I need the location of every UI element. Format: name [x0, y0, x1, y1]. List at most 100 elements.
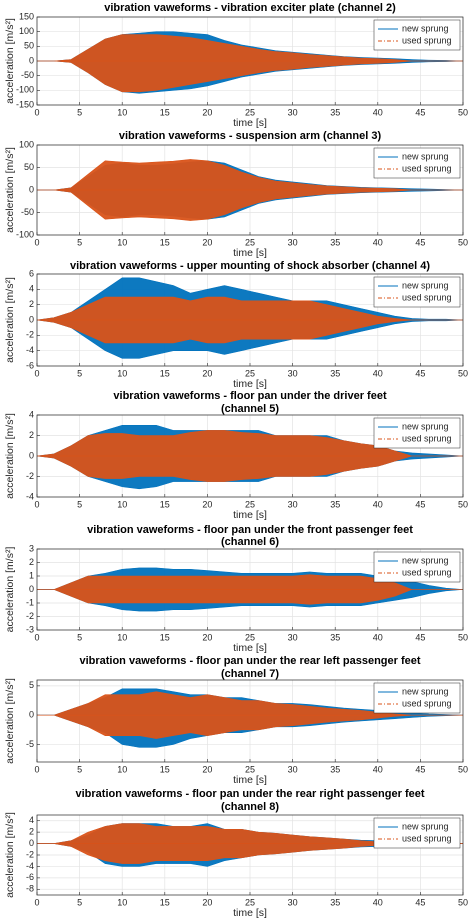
axes-box [36, 679, 464, 763]
y-tick-label: 4 [29, 284, 34, 294]
x-tick-label: 45 [415, 499, 425, 509]
y-tick-label: -4 [26, 345, 34, 355]
legend-box [373, 551, 461, 583]
x-tick-label: 30 [288, 897, 298, 907]
axes-box [36, 144, 464, 236]
y-tick-label: -8 [26, 884, 34, 894]
y-tick-label: 50 [24, 162, 34, 172]
x-tick-label: 0 [34, 107, 39, 117]
y-tick-label: 5 [29, 680, 34, 690]
x-axis-label: time [s] [233, 907, 267, 918]
x-tick-label: 15 [160, 897, 170, 907]
x-tick-label: 10 [117, 632, 127, 642]
x-tick-label: 20 [202, 764, 212, 774]
chart-title: (channel 6) [221, 536, 279, 548]
x-tick-label: 15 [160, 632, 170, 642]
x-tick-label: 50 [458, 897, 468, 907]
y-tick-label: -100 [16, 85, 34, 95]
y-tick-label: -2 [26, 611, 34, 621]
series-area [36, 455, 463, 482]
x-tick-label: 50 [458, 368, 468, 378]
x-tick-label: 20 [202, 897, 212, 907]
x-tick-label: 10 [117, 368, 127, 378]
chart-title: vibration vaweforms - vibration exciter … [104, 2, 396, 14]
y-tick-label: -2 [26, 471, 34, 481]
x-tick-label: 50 [458, 764, 468, 774]
series-area [37, 589, 463, 605]
x-tick-label: 40 [373, 237, 383, 247]
y-tick-label: 1 [29, 570, 34, 580]
legend-label: used sprung [402, 35, 452, 45]
series-area [37, 159, 463, 191]
x-tick-label: 25 [245, 107, 255, 117]
y-tick-label: -3 [26, 624, 34, 634]
y-axis-label: acceleration [m/s²] [4, 547, 16, 633]
y-tick-label: 0 [29, 450, 34, 460]
y-axis-label: acceleration [m/s²] [4, 812, 16, 898]
y-tick-label: 2 [29, 557, 34, 567]
x-tick-label: 35 [330, 897, 340, 907]
legend-label: new sprung [402, 686, 449, 696]
x-tick-label: 25 [245, 499, 255, 509]
chart-title: vibration vaweforms - floor pan under th… [79, 655, 420, 667]
x-tick-label: 40 [373, 897, 383, 907]
legend-label: used sprung [402, 433, 452, 443]
legend-label: used sprung [402, 833, 452, 843]
x-tick-label: 20 [202, 499, 212, 509]
y-tick-label: 6 [29, 268, 34, 278]
y-tick-label: 4 [29, 409, 34, 419]
x-tick-label: 0 [34, 237, 39, 247]
x-tick-label: 30 [288, 368, 298, 378]
x-tick-label: 45 [415, 368, 425, 378]
legend-box [373, 682, 461, 714]
y-tick-label: 4 [29, 815, 34, 825]
legend-label: used sprung [402, 163, 452, 173]
x-tick-label: 40 [373, 499, 383, 509]
x-tick-label: 5 [77, 897, 82, 907]
x-tick-label: 40 [373, 764, 383, 774]
y-tick-label: 0 [29, 184, 34, 194]
legend-label: new sprung [402, 821, 449, 831]
x-tick-label: 35 [330, 499, 340, 509]
y-tick-label: 0 [29, 838, 34, 848]
y-axis-label: acceleration [m/s²] [4, 413, 16, 499]
legend-label: new sprung [402, 555, 449, 565]
y-tick-label: 0 [29, 710, 34, 720]
legend-label: new sprung [402, 421, 449, 431]
x-tick-label: 35 [330, 764, 340, 774]
x-axis-label: time [s] [233, 642, 267, 654]
x-tick-label: 0 [34, 897, 39, 907]
x-tick-label: 30 [288, 632, 298, 642]
x-axis-label: time [s] [233, 509, 267, 521]
legend-label: new sprung [402, 151, 449, 161]
x-tick-label: 45 [415, 764, 425, 774]
x-tick-label: 50 [458, 499, 468, 509]
x-tick-label: 35 [330, 632, 340, 642]
series-area [37, 189, 463, 221]
x-tick-label: 30 [288, 499, 298, 509]
y-tick-label: -2 [26, 330, 34, 340]
x-tick-label: 40 [373, 107, 383, 117]
x-tick-label: 5 [77, 632, 82, 642]
x-tick-label: 45 [415, 237, 425, 247]
series-area [36, 430, 463, 457]
y-tick-label: -4 [26, 861, 34, 871]
chart-title: vibration vaweforms - suspension arm (ch… [119, 130, 382, 142]
x-tick-label: 10 [117, 107, 127, 117]
y-tick-label: 3 [29, 543, 34, 553]
y-tick-label: 150 [19, 11, 34, 21]
y-tick-label: -6 [26, 360, 34, 370]
x-tick-label: 15 [160, 764, 170, 774]
axes-box [36, 16, 464, 106]
y-tick-label: -5 [26, 739, 34, 749]
x-tick-label: 50 [458, 632, 468, 642]
legend-box [373, 147, 461, 179]
chart-title: vibration vaweforms - floor pan under th… [75, 788, 424, 800]
x-tick-label: 10 [117, 897, 127, 907]
y-tick-label: -150 [16, 99, 34, 109]
y-tick-label: -100 [16, 229, 34, 239]
legend-box [373, 417, 461, 449]
axes-box [36, 273, 464, 367]
legend-label: used sprung [402, 698, 452, 708]
